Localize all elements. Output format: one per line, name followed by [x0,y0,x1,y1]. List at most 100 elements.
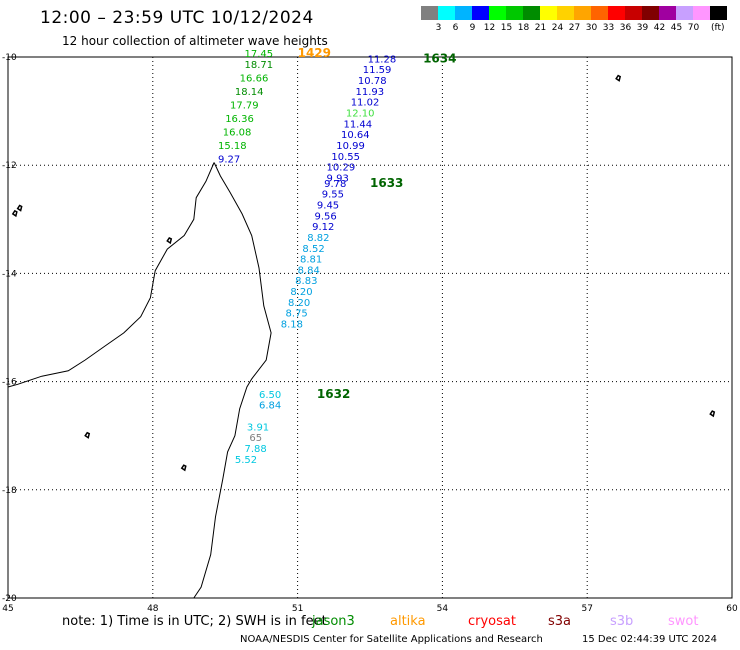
colorbar-tick-label: 36 [619,23,632,33]
pass-time-label: 1429 [298,46,331,60]
longitude-label: 60 [726,604,738,614]
satellite-legend-item: s3a [548,614,572,629]
colorbar-tick-label: 9 [469,23,476,33]
colorbar-tick-label: 42 [653,23,666,33]
colorbar-tick-label: 33 [602,23,615,33]
wave-height-label: 9.56 [314,211,336,222]
satellite-legend-item: cryosat [468,614,516,629]
wave-height-label: 8.81 [300,255,322,266]
longitude-label: 54 [437,604,449,614]
colorbar-swatch [693,6,710,20]
wave-height-label: 10.29 [327,163,356,174]
latitude-label: -14 [2,269,17,279]
colorbar-swatch [540,6,557,20]
wave-height-label: 9.55 [322,190,344,201]
satellite-legend-item: altika [390,614,426,629]
wave-height-label: 65 [249,433,262,444]
wave-height-label: 9.12 [312,222,334,233]
wave-height-label: 16.08 [223,127,252,138]
island-outline [615,74,622,82]
colorbar-tick-label: 30 [585,23,598,33]
island-outline [84,431,91,439]
wave-height-label: 16.36 [225,114,254,125]
island-outline [166,236,173,245]
latitude-label: -18 [2,486,17,496]
wave-height-label: 5.52 [235,455,257,466]
subtitle: 12 hour collection of altimeter wave hei… [62,34,328,48]
wave-height-label: 6.84 [259,401,281,412]
latitude-label: -12 [2,161,17,171]
island-outline [16,204,23,212]
map-frame [7,56,733,599]
wave-height-label: 8.20 [290,287,312,298]
page-title: 12:00 – 23:59 UTC 10/12/2024 [40,8,314,28]
credit-text: NOAA/NESDIS Center for Satellite Applica… [240,634,543,645]
colorbar-swatch [659,6,676,20]
colorbar-tick-label: 12 [483,23,496,33]
wave-height-label: 17.79 [230,100,259,111]
colorbar-swatch [489,6,506,20]
wave-height-label: 12.10 [346,109,375,120]
colorbar-tick-label: 45 [670,23,683,33]
pass-time-label: 1633 [370,176,403,190]
wave-height-label: 11.59 [363,65,392,76]
island-outline [709,410,716,418]
colorbar-tick-label: 6 [452,23,459,33]
wave-height-label: 11.44 [343,119,372,130]
colorbar-swatch [710,6,727,20]
colorbar-swatch [455,6,472,20]
colorbar-swatch [557,6,574,20]
colorbar-tick-label: 70 [687,23,700,33]
wave-height-label: 15.18 [218,141,247,152]
wave-height-label: 8.83 [295,276,317,287]
note-text: note: 1) Time is in UTC; 2) SWH is in fe… [62,614,327,629]
west-coastline [7,162,215,388]
island-outline [180,464,187,472]
colorbar-swatch [523,6,540,20]
pass-time-label: 1632 [317,387,350,401]
colorbar-unit-label: (ft) [711,23,725,33]
wave-height-label: 9.93 [327,173,349,184]
colorbar-swatch [574,6,591,20]
wave-height-label: 11.02 [351,98,380,109]
latitude-label: -10 [2,53,17,63]
wave-height-label: 8.84 [298,265,320,276]
wave-height-label: 3.91 [247,422,269,433]
colorbar-tick-label: 39 [636,23,649,33]
wave-height-label: 9.45 [317,200,339,211]
wave-height-label: 16.66 [240,73,269,84]
satellite-legend-item: jason3 [312,614,355,629]
timestamp-text: 15 Dec 02:44:39 UTC 2024 [582,634,717,645]
wave-height-label: 8.18 [281,320,303,331]
pass-time-label: 1634 [423,51,456,65]
wave-height-label: 10.55 [331,152,360,163]
colorbar-swatch [438,6,455,20]
latitude-label: -20 [2,594,17,604]
colorbar-tick-label: 21 [534,23,547,33]
wave-height-label: 17.45 [245,49,274,60]
longitude-label: 57 [581,604,592,614]
colorbar-swatch [506,6,523,20]
colorbar-swatch [472,6,489,20]
wave-height-label: 7.88 [245,444,267,455]
colorbar-tick-label: 15 [500,23,513,33]
wave-height-label: 8.75 [286,309,308,320]
wave-height-label: 8.20 [288,298,310,309]
wave-height-label: 18.14 [235,87,264,98]
colorbar-swatch [676,6,693,20]
colorbar-swatch [625,6,642,20]
east-coastline [193,162,272,599]
satellite-legend-item: swot [668,614,699,629]
longitude-label: 48 [147,604,159,614]
wave-height-label: 6.50 [259,390,281,401]
colorbar-tick-label: 24 [551,23,564,33]
satellite-legend-item: s3b [610,614,634,629]
colorbar-tick-label: 18 [517,23,530,33]
wave-height-label: 11.93 [356,87,385,98]
colorbar-tick-label: 27 [568,23,581,33]
wave-height-label: 8.52 [302,244,324,255]
island-outline [11,209,18,218]
wave-height-label: 9.27 [218,154,240,165]
wave-height-label: 9.78 [324,179,346,190]
